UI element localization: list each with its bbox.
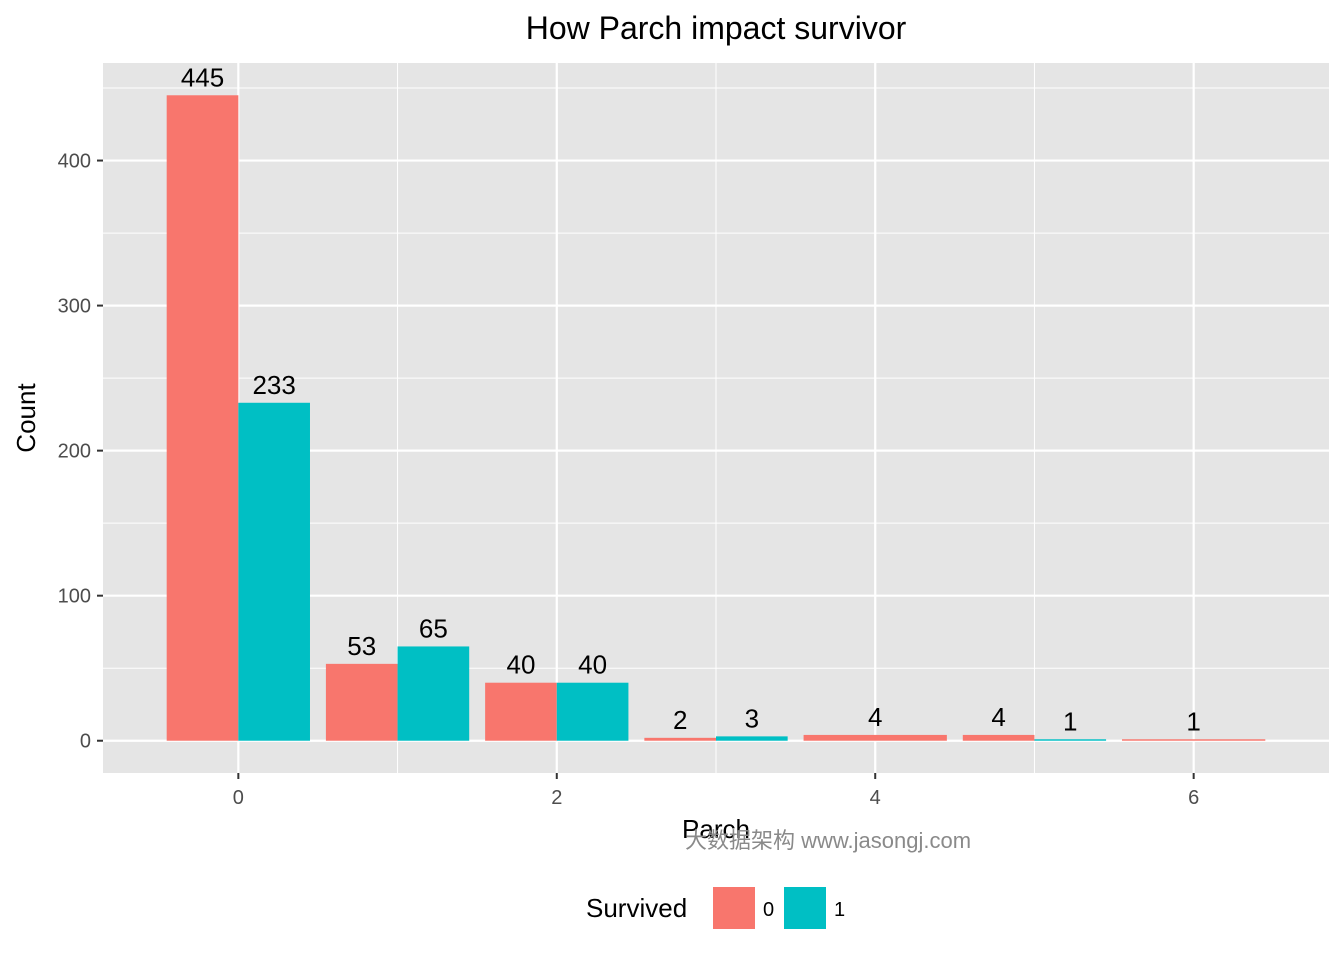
bar-value-label: 4	[868, 702, 882, 732]
bar-parch-1-survived-1	[397, 646, 470, 741]
legend-title: Survived	[586, 893, 687, 923]
bar-parch-2-survived-1	[556, 682, 629, 741]
legend-label-0: 0	[763, 899, 774, 921]
y-tick-label: 100	[58, 586, 91, 608]
bar-value-label: 2	[673, 705, 687, 735]
bar-parch-3-survived-0	[644, 737, 716, 741]
y-axis: 0 100 200 300 400	[58, 151, 103, 753]
bar-parch-2-survived-0	[485, 682, 557, 741]
bar-parch-1-survived-0	[325, 663, 398, 741]
bar-value-label: 3	[745, 703, 759, 733]
bar-value-label: 1	[1186, 706, 1200, 736]
bar-parch-0-survived-1	[238, 402, 310, 741]
bars	[166, 95, 1266, 741]
y-tick-label: 0	[80, 731, 91, 753]
x-axis: 0 2 4 6	[233, 773, 1199, 809]
x-tick-label: 2	[551, 787, 562, 809]
bar-parch-5-survived-0	[962, 734, 1035, 741]
bar-parch-6-survived-0	[1122, 739, 1266, 741]
bar-value-label: 53	[347, 631, 376, 661]
y-axis-title: Count	[11, 383, 41, 453]
bar-value-label: 1	[1063, 706, 1077, 736]
bar-value-label: 40	[578, 650, 607, 680]
bar-parch-0-survived-0	[166, 95, 239, 741]
legend-key-0	[713, 887, 755, 929]
legend: Survived 0 1	[586, 887, 845, 929]
x-tick-label: 6	[1188, 787, 1199, 809]
y-tick-label: 200	[58, 441, 91, 463]
bar-value-label: 40	[506, 650, 535, 680]
y-tick-label: 400	[58, 151, 91, 173]
bar-value-label: 233	[252, 370, 295, 400]
bar-value-label: 445	[181, 62, 224, 92]
y-tick-label: 300	[58, 296, 91, 318]
legend-label-1: 1	[834, 899, 845, 921]
x-axis-title: Parch	[682, 814, 750, 844]
bar-value-label: 4	[991, 702, 1005, 732]
x-tick-label: 0	[233, 787, 244, 809]
bar-parch-3-survived-1	[716, 736, 788, 741]
chart-title: How Parch impact survivor	[526, 10, 907, 46]
bar-labels: 445 233 53 65 40 40 2 3 4 4 1 1	[181, 62, 1201, 736]
x-tick-label: 4	[870, 787, 881, 809]
watermark: 大数据架构 www.jasongj.com	[685, 828, 971, 853]
legend-key-1	[784, 887, 826, 929]
bar-parch-4-survived-0	[803, 734, 947, 741]
bar-value-label: 65	[419, 613, 448, 643]
bar-parch-5-survived-1	[1034, 739, 1107, 741]
